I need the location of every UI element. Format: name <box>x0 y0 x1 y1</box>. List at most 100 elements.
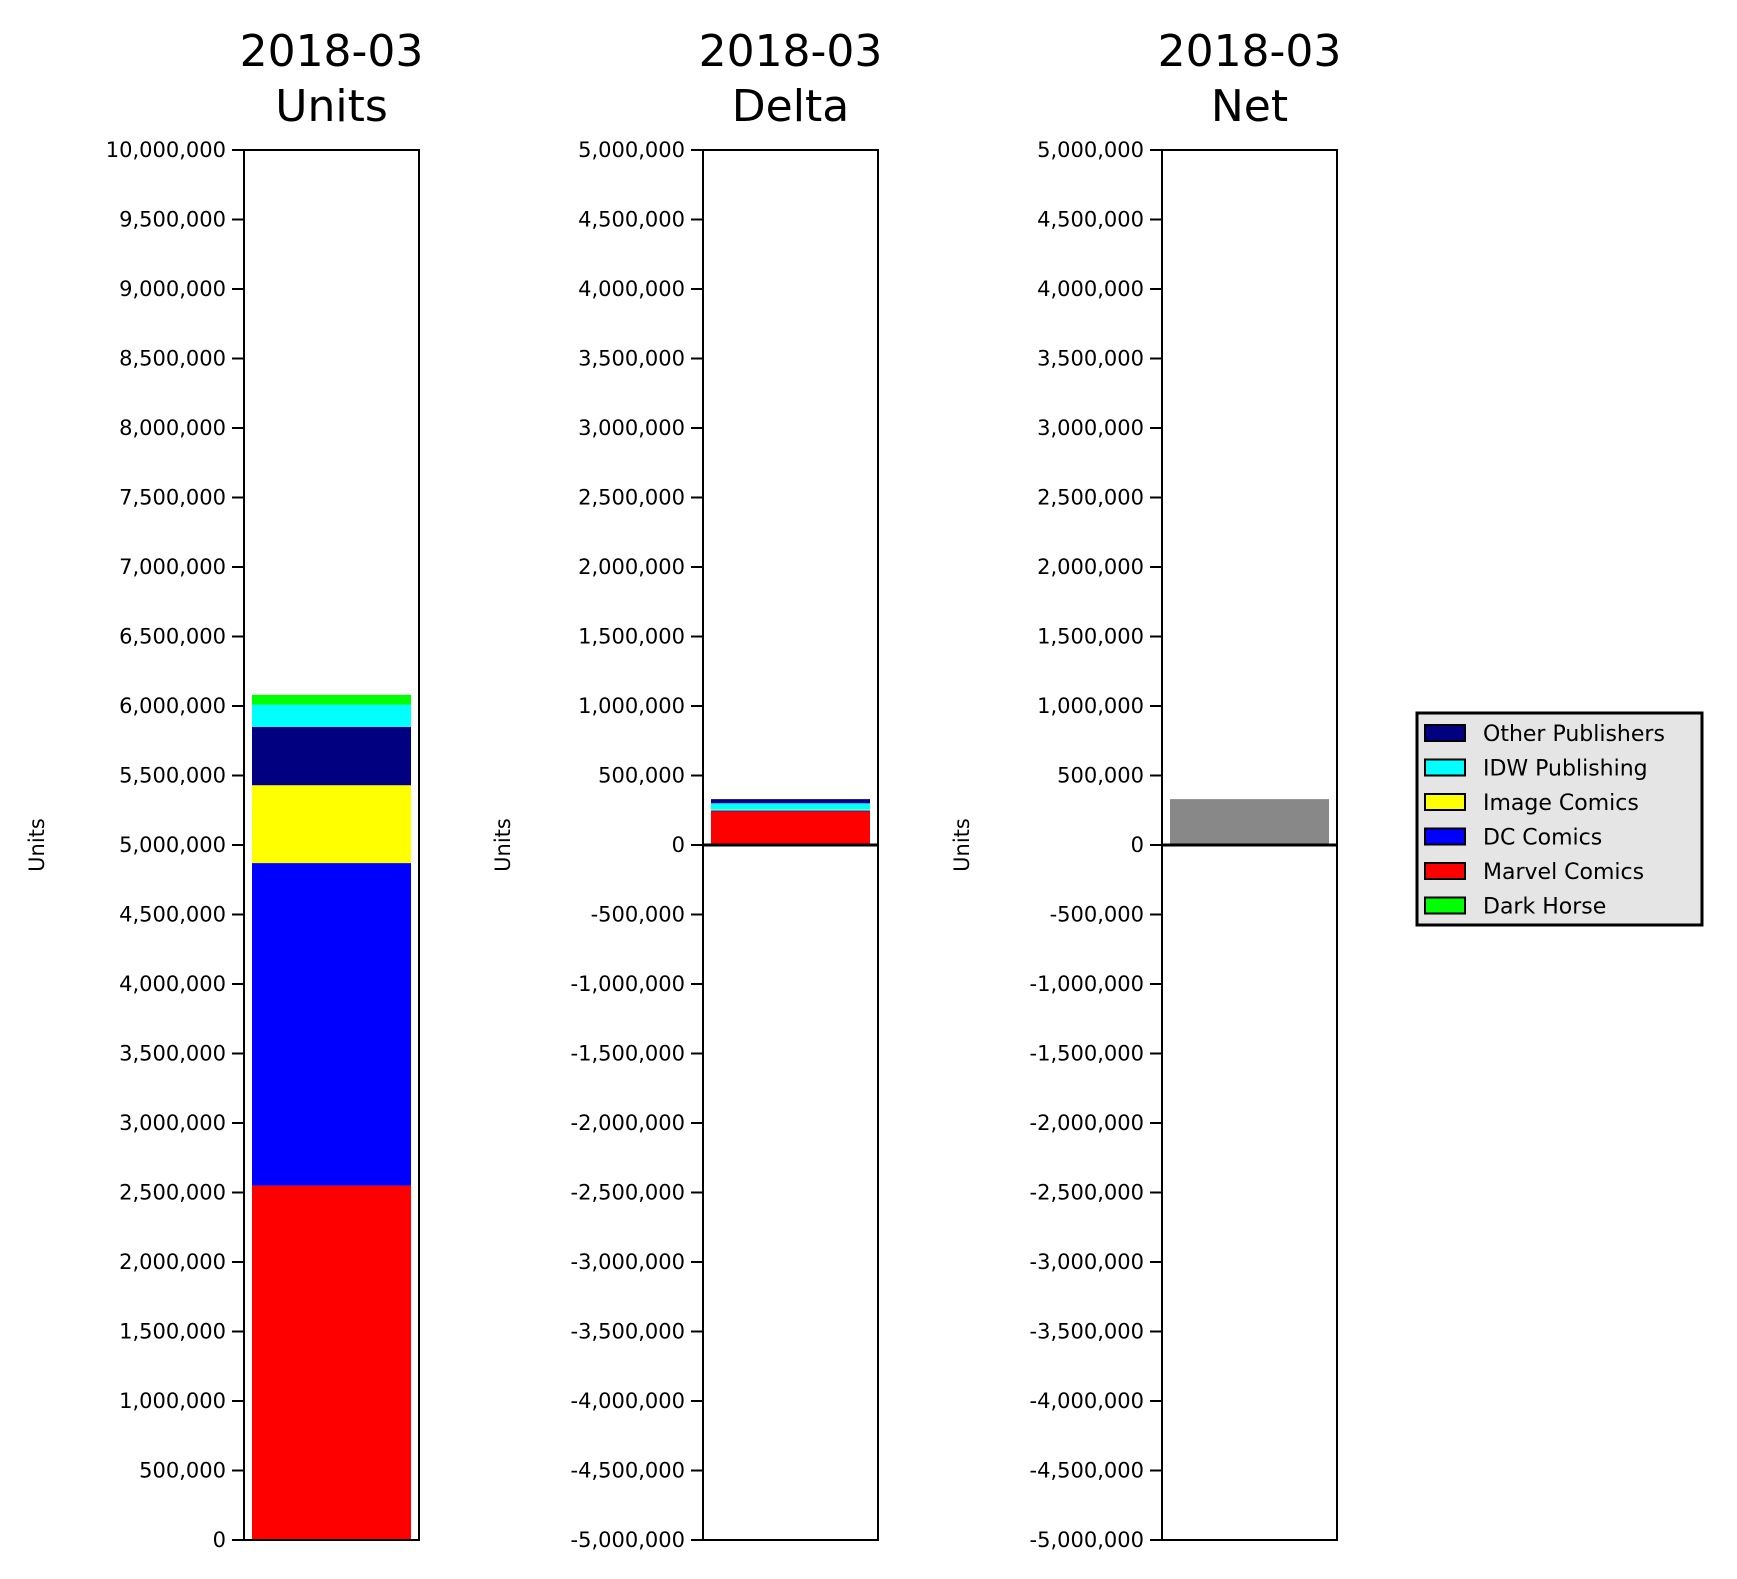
y-axis-label: Units <box>950 818 974 872</box>
y-tick-label: 2,500,000 <box>578 486 685 510</box>
y-tick-label: 4,000,000 <box>119 972 226 996</box>
bar-segment <box>711 799 870 804</box>
bar-segment <box>252 785 411 864</box>
y-tick-label: 10,000,000 <box>106 138 226 162</box>
y-tick-label: -1,000,000 <box>571 972 685 996</box>
y-tick-label: 3,500,000 <box>119 1042 226 1066</box>
bar-segment <box>711 803 870 810</box>
y-tick-label: -2,000,000 <box>1030 1111 1144 1135</box>
y-tick-label: 4,500,000 <box>578 208 685 232</box>
y-tick-label: 7,500,000 <box>119 486 226 510</box>
bar-segment <box>1170 799 1329 845</box>
y-tick-label: 4,500,000 <box>119 903 226 927</box>
legend-label: Image Comics <box>1483 791 1639 816</box>
y-tick-label: 3,000,000 <box>1037 416 1144 440</box>
y-tick-label: 1,500,000 <box>119 1320 226 1344</box>
bar-segment <box>711 811 870 845</box>
y-tick-label: 0 <box>1131 833 1144 857</box>
y-tick-label: 3,000,000 <box>578 416 685 440</box>
bar-segment <box>252 1185 411 1540</box>
y-tick-label: 3,500,000 <box>578 347 685 371</box>
y-tick-label: 1,000,000 <box>1037 694 1144 718</box>
legend-swatch <box>1424 724 1466 742</box>
y-tick-label: 2,500,000 <box>1037 486 1144 510</box>
y-tick-label: 8,000,000 <box>119 416 226 440</box>
legend-swatch <box>1424 862 1466 880</box>
legend-box <box>1415 711 1704 927</box>
bar-segment <box>711 809 870 811</box>
y-tick-label: 4,000,000 <box>1037 277 1144 301</box>
y-tick-label: 2,000,000 <box>119 1250 226 1274</box>
legend-label: DC Comics <box>1483 826 1602 851</box>
y-tick-label: -4,500,000 <box>1030 1459 1144 1483</box>
chart-panel-1: 0 500,000 1,000,000 1,500,000 2,000,000 2,500… <box>25 26 423 1552</box>
y-tick-label: 8,500,000 <box>119 347 226 371</box>
chart-title-line: 2018-03 <box>240 26 424 77</box>
y-tick-label: -2,500,000 <box>571 1181 685 1205</box>
chart-panel-2: -5,000,000 -4,500,000 -4,000,000 -3,500,000… <box>491 26 882 1552</box>
y-tick-label: 4,500,000 <box>1037 208 1144 232</box>
y-tick-label: -500,000 <box>591 903 685 927</box>
chart-title-line: Net <box>1211 81 1288 132</box>
legend-label: Other Publishers <box>1483 722 1665 747</box>
y-tick-label: 7,000,000 <box>119 555 226 579</box>
bar-segment <box>711 810 870 812</box>
y-tick-label: 5,500,000 <box>119 764 226 788</box>
chart-title-line: Units <box>275 81 388 132</box>
legend-swatch <box>1424 896 1466 915</box>
y-tick-label: -5,000,000 <box>571 1528 685 1552</box>
y-tick-label: 1,500,000 <box>578 625 685 649</box>
y-tick-label: 500,000 <box>139 1459 226 1483</box>
y-tick-label: -3,500,000 <box>571 1320 685 1344</box>
bar-segment <box>252 704 411 727</box>
legend-swatch <box>1424 758 1466 777</box>
y-tick-label: -4,000,000 <box>571 1389 685 1413</box>
y-tick-label: -4,000,000 <box>1030 1389 1144 1413</box>
chart-title-line: 2018-03 <box>1158 26 1342 77</box>
y-tick-label: 2,500,000 <box>119 1181 226 1205</box>
legend-swatch <box>1424 793 1466 811</box>
legend: Other Publishers IDW Publishing Image Comi… <box>1415 711 1704 927</box>
chart-title-line: 2018-03 <box>699 26 883 77</box>
bar-segment <box>252 863 411 1186</box>
legend-label: Dark Horse <box>1483 895 1606 920</box>
y-tick-label: -5,000,000 <box>1030 1528 1144 1552</box>
y-tick-label: 3,000,000 <box>119 1111 226 1135</box>
y-tick-label: 500,000 <box>598 764 685 788</box>
y-tick-label: 3,500,000 <box>1037 347 1144 371</box>
legend-label: Marvel Comics <box>1483 860 1644 885</box>
chart-panel-3: -5,000,000 -4,500,000 -4,000,000 -3,500,000… <box>950 26 1341 1552</box>
y-tick-label: 2,000,000 <box>1037 555 1144 579</box>
y-tick-label: -1,000,000 <box>1030 972 1144 996</box>
y-tick-label: 9,500,000 <box>119 208 226 232</box>
y-tick-label: 1,000,000 <box>578 694 685 718</box>
y-tick-label: 5,000,000 <box>119 833 226 857</box>
y-tick-label: 5,000,000 <box>1037 138 1144 162</box>
y-tick-label: 5,000,000 <box>578 138 685 162</box>
y-tick-label: -3,500,000 <box>1030 1320 1144 1344</box>
y-tick-label: -4,500,000 <box>571 1459 685 1483</box>
y-tick-label: 2,000,000 <box>578 555 685 579</box>
legend-swatch <box>1424 827 1466 846</box>
y-tick-label: 6,000,000 <box>119 694 226 718</box>
y-tick-label: -1,500,000 <box>1030 1042 1144 1066</box>
y-axis-label: Units <box>491 818 515 872</box>
y-tick-label: -2,500,000 <box>1030 1181 1144 1205</box>
y-tick-label: 4,000,000 <box>578 277 685 301</box>
y-axis-label: Units <box>25 818 49 872</box>
y-tick-label: -3,000,000 <box>1030 1250 1144 1274</box>
legend-label: IDW Publishing <box>1483 757 1648 782</box>
y-tick-label: -500,000 <box>1050 903 1144 927</box>
y-tick-label: 9,000,000 <box>119 277 226 301</box>
y-tick-label: 6,500,000 <box>119 625 226 649</box>
y-tick-label: -3,000,000 <box>571 1250 685 1274</box>
bar-segment <box>252 726 411 786</box>
chart-title-line: Delta <box>732 81 849 132</box>
y-tick-label: 1,500,000 <box>1037 625 1144 649</box>
y-tick-label: 500,000 <box>1057 764 1144 788</box>
y-tick-label: 0 <box>213 1528 226 1552</box>
y-tick-label: -2,000,000 <box>571 1111 685 1135</box>
y-tick-label: 0 <box>672 833 685 857</box>
